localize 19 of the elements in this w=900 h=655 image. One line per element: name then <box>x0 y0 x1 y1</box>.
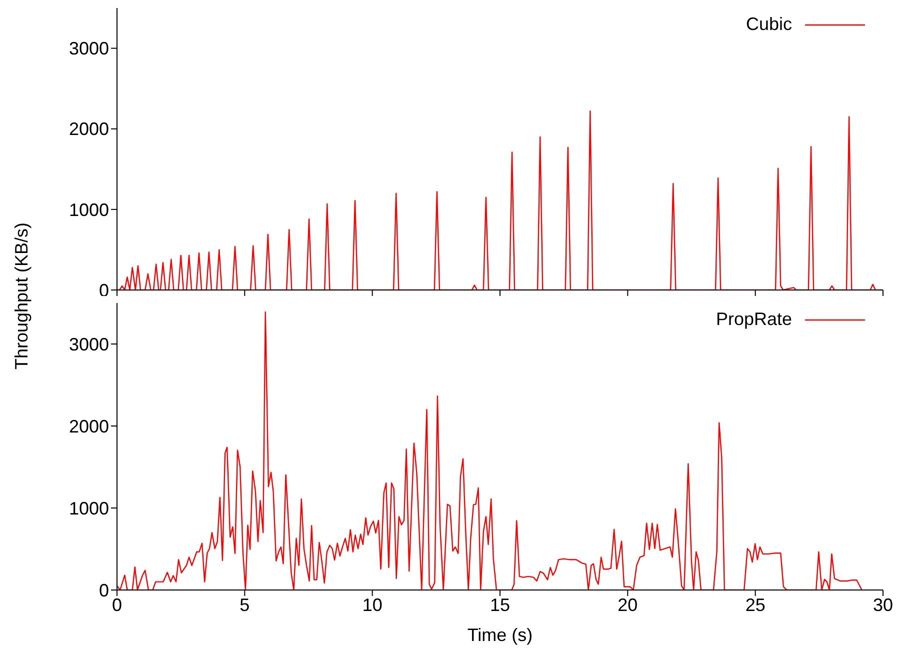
legend-label: Cubic <box>746 14 792 35</box>
y-tick-label: 2000 <box>68 416 109 436</box>
x-tick-label: 10 <box>362 594 382 615</box>
x-axis-title: Time (s) <box>467 624 533 645</box>
y-tick-label: 2000 <box>68 119 109 140</box>
y-tick-label: 1000 <box>68 200 109 220</box>
legend-label: PropRate <box>716 309 792 330</box>
x-tick-label: 25 <box>745 594 766 615</box>
y-tick-label: 1000 <box>68 498 109 518</box>
y-tick-label: 0 <box>98 580 109 600</box>
y-tick-label: 3000 <box>68 38 109 59</box>
x-tick-label: 20 <box>618 594 638 615</box>
x-tick-label: 5 <box>240 594 250 615</box>
line-series <box>117 311 862 590</box>
x-tick-label: 0 <box>112 594 122 615</box>
y-tick-label: 3000 <box>68 334 109 354</box>
x-tick-label: 15 <box>490 594 510 615</box>
y-axis-title: Throughput (KB/s) <box>12 222 32 370</box>
x-tick-label: 30 <box>872 594 894 615</box>
